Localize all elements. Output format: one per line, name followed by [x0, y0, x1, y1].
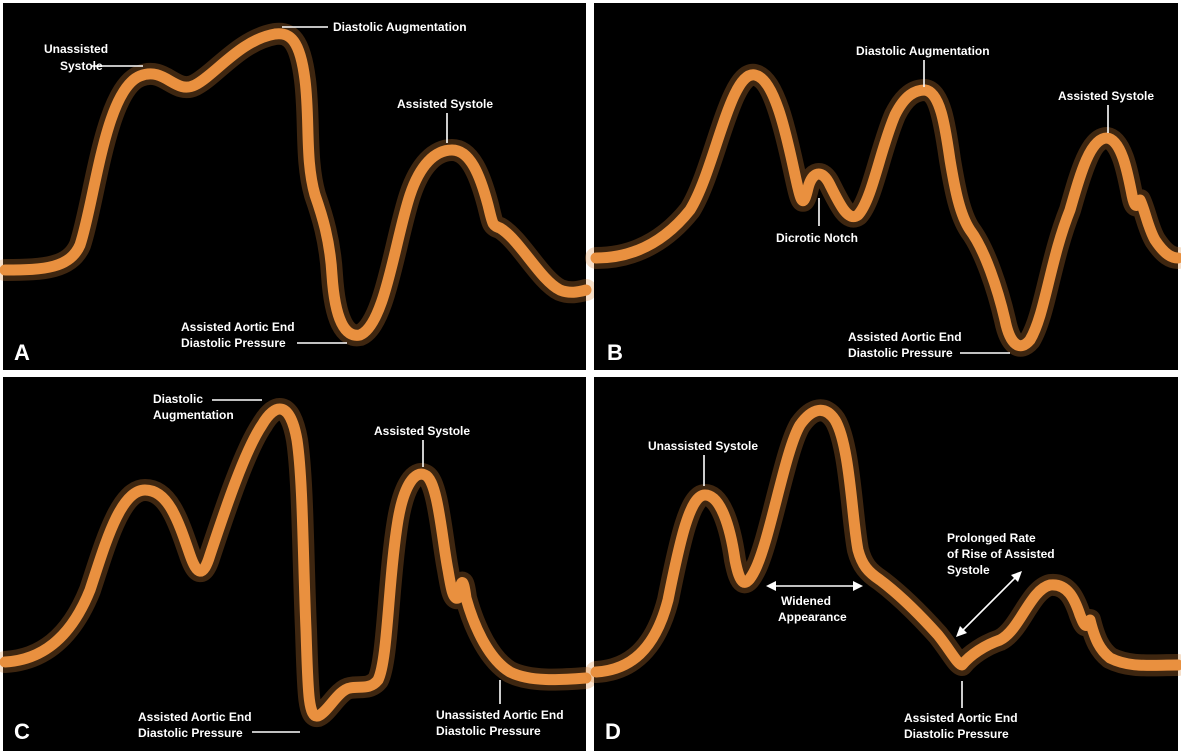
panel-c-diastolic-augmentation-label-2: Augmentation: [153, 408, 234, 422]
panel-d: Unassisted Systole Widened Appearance Pr…: [585, 377, 1181, 751]
panel-a-letter: A: [14, 340, 30, 365]
panel-a: Unassisted Systole Diastolic Augmentatio…: [0, 3, 597, 370]
panel-a-assisted-systole-label: Assisted Systole: [397, 97, 493, 111]
panel-d-unassisted-systole-label: Unassisted Systole: [648, 439, 758, 453]
panel-d-prolonged-arrow: [960, 575, 1018, 633]
panel-a-diastolic-augmentation-label: Diastolic Augmentation: [333, 20, 467, 34]
panel-a-unassisted-systole-label: Unassisted: [44, 42, 108, 56]
panel-d-widened-arrow-left-head: [766, 581, 776, 591]
panel-b-diastolic-augmentation-label: Diastolic Augmentation: [856, 44, 990, 58]
panel-d-prolonged-label: Prolonged Rate: [947, 531, 1036, 545]
panel-b-aedp-label: Assisted Aortic End: [848, 330, 962, 344]
panel-d-waveform: [590, 405, 1181, 678]
panel-d-widened-label-2: Appearance: [778, 610, 847, 624]
panel-b-aedp-label-2: Diastolic Pressure: [848, 346, 953, 360]
panel-c-aedp-label: Assisted Aortic End: [138, 710, 252, 724]
panel-c-waveform: [0, 403, 592, 722]
panel-a-waveform: [0, 28, 592, 341]
panel-d-widened-label: Widened: [781, 594, 831, 608]
panel-d-prolonged-arrow-upper-head: [1011, 571, 1022, 582]
panel-d-widened-arrow-right-head: [853, 581, 863, 591]
panel-d-aedp-label: Assisted Aortic End: [904, 711, 1018, 725]
panel-b-background: [594, 3, 1178, 370]
panel-c-letter: C: [14, 719, 30, 744]
panel-b-letter: B: [607, 340, 623, 365]
panel-c-aedp-label-2: Diastolic Pressure: [138, 726, 243, 740]
panel-c-diastolic-augmentation-label: Diastolic: [153, 392, 203, 406]
panel-b: Diastolic Augmentation Assisted Systole …: [585, 3, 1181, 370]
panel-d-aedp-label-2: Diastolic Pressure: [904, 727, 1009, 741]
panel-b-waveform: [590, 69, 1181, 352]
panel-d-prolonged-label-2: of Rise of Assisted: [947, 547, 1055, 561]
panel-d-letter: D: [605, 719, 621, 744]
panel-a-background: [3, 3, 586, 370]
panel-a-aedp-label: Assisted Aortic End: [181, 320, 295, 334]
panel-c-assisted-systole-label: Assisted Systole: [374, 424, 470, 438]
panel-d-prolonged-arrow-lower-head: [956, 626, 967, 637]
panel-d-background: [594, 377, 1178, 751]
panel-c: Diastolic Augmentation Assisted Systole …: [0, 377, 597, 751]
panel-c-uaedp-label: Unassisted Aortic End: [436, 708, 564, 722]
panel-c-uaedp-label-2: Diastolic Pressure: [436, 724, 541, 738]
panel-d-prolonged-label-3: Systole: [947, 563, 990, 577]
panel-b-assisted-systole-label: Assisted Systole: [1058, 89, 1154, 103]
panel-a-aedp-label-2: Diastolic Pressure: [181, 336, 286, 350]
panel-a-unassisted-systole-label-2: Systole: [60, 59, 103, 73]
panel-b-dicrotic-notch-label: Dicrotic Notch: [776, 231, 858, 245]
